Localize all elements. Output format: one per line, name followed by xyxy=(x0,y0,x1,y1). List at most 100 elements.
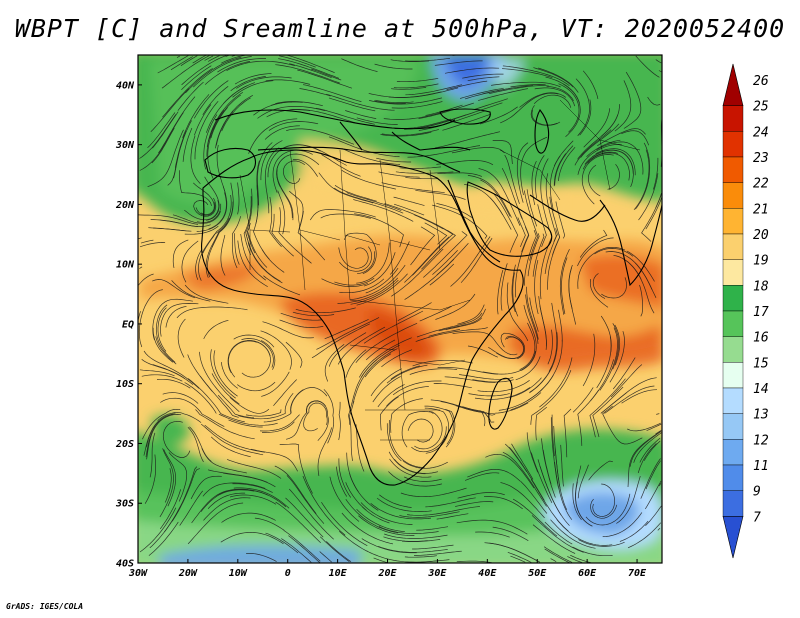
streamline xyxy=(361,506,390,524)
streamline xyxy=(520,136,548,196)
streamline xyxy=(285,497,324,538)
streamline xyxy=(435,293,476,320)
colorbar-label: 25 xyxy=(753,100,769,115)
streamline xyxy=(271,101,303,106)
streamline xyxy=(328,332,367,367)
streamline xyxy=(141,374,183,382)
streamline xyxy=(445,408,456,448)
streamline xyxy=(321,154,361,177)
red-sea-coastline xyxy=(447,179,501,263)
streamline xyxy=(381,349,413,368)
streamline xyxy=(424,405,454,445)
streamline xyxy=(558,83,580,133)
streamline xyxy=(328,97,376,112)
x-tick-label: 10W xyxy=(229,568,248,579)
streamline xyxy=(138,289,163,348)
streamline xyxy=(614,324,621,366)
streamline xyxy=(404,559,450,563)
colorbar-label: 7 xyxy=(753,510,761,525)
streamline xyxy=(378,526,439,534)
streamline xyxy=(289,190,304,230)
streamline xyxy=(619,520,649,542)
streamline xyxy=(388,419,425,468)
streamline xyxy=(180,55,198,66)
streamline xyxy=(526,432,539,473)
colorbar-label: 11 xyxy=(753,459,769,474)
streamline xyxy=(512,272,519,317)
streamline xyxy=(276,169,294,221)
streamline xyxy=(558,146,576,182)
streamline xyxy=(176,55,180,58)
north-warm-tongue xyxy=(300,140,560,232)
streamline xyxy=(174,130,187,168)
streamline xyxy=(202,86,229,115)
streamline xyxy=(182,127,193,162)
colorbar-label: 17 xyxy=(753,305,769,320)
streamline xyxy=(163,449,177,507)
streamline xyxy=(170,56,193,71)
streamline xyxy=(273,379,297,407)
streamline xyxy=(506,282,529,341)
streamline xyxy=(614,80,632,132)
colorbar-label: 23 xyxy=(753,151,769,166)
streamline xyxy=(376,157,412,163)
streamline xyxy=(474,387,531,400)
streamline xyxy=(357,251,376,275)
streamline xyxy=(478,168,521,226)
streamline xyxy=(550,558,557,563)
streamline xyxy=(215,94,253,149)
streamline xyxy=(640,458,661,499)
colorbar-label: 9 xyxy=(753,485,761,500)
y-tick-label: 30N xyxy=(115,140,135,151)
streamline xyxy=(548,302,558,372)
streamline xyxy=(190,475,222,500)
y-tick-label: 20N xyxy=(115,200,135,211)
streamline xyxy=(160,219,211,227)
streamline xyxy=(210,107,228,139)
colorbar-segment xyxy=(722,464,744,491)
streamline xyxy=(572,387,594,413)
streamline xyxy=(455,501,494,507)
streamline xyxy=(282,160,305,184)
streamline xyxy=(460,87,504,99)
streamline xyxy=(370,503,432,520)
streamline xyxy=(407,145,481,158)
streamline xyxy=(475,531,510,538)
streamline xyxy=(627,430,662,488)
streamline xyxy=(237,182,240,215)
streamline xyxy=(370,368,402,397)
streamline xyxy=(139,266,143,269)
streamline xyxy=(535,155,545,199)
streamline xyxy=(182,94,210,139)
streamline xyxy=(594,248,634,257)
streamline xyxy=(185,56,242,94)
streamline xyxy=(155,304,176,363)
streamline xyxy=(533,67,574,88)
streamline xyxy=(213,350,238,397)
streamline xyxy=(585,493,631,526)
greece-turkey-coastline xyxy=(391,131,471,151)
streamline xyxy=(539,465,570,526)
streamline xyxy=(484,542,539,562)
streamline xyxy=(269,196,282,248)
streamline xyxy=(349,400,355,461)
streamline xyxy=(418,102,475,119)
streamline xyxy=(320,213,371,219)
streamline xyxy=(405,177,438,180)
streamline xyxy=(262,321,314,339)
streamline xyxy=(532,233,545,277)
streamline xyxy=(193,80,229,119)
streamline xyxy=(492,140,513,165)
streamline xyxy=(635,55,660,78)
streamline xyxy=(534,87,576,107)
streamline xyxy=(381,182,445,194)
streamline xyxy=(143,420,160,456)
streamline xyxy=(433,383,472,389)
streamline xyxy=(205,228,224,278)
streamline xyxy=(464,183,504,216)
streamline xyxy=(278,207,312,264)
streamline xyxy=(221,55,246,64)
streamline xyxy=(437,366,498,375)
streamline xyxy=(319,536,350,562)
streamline xyxy=(558,309,563,342)
